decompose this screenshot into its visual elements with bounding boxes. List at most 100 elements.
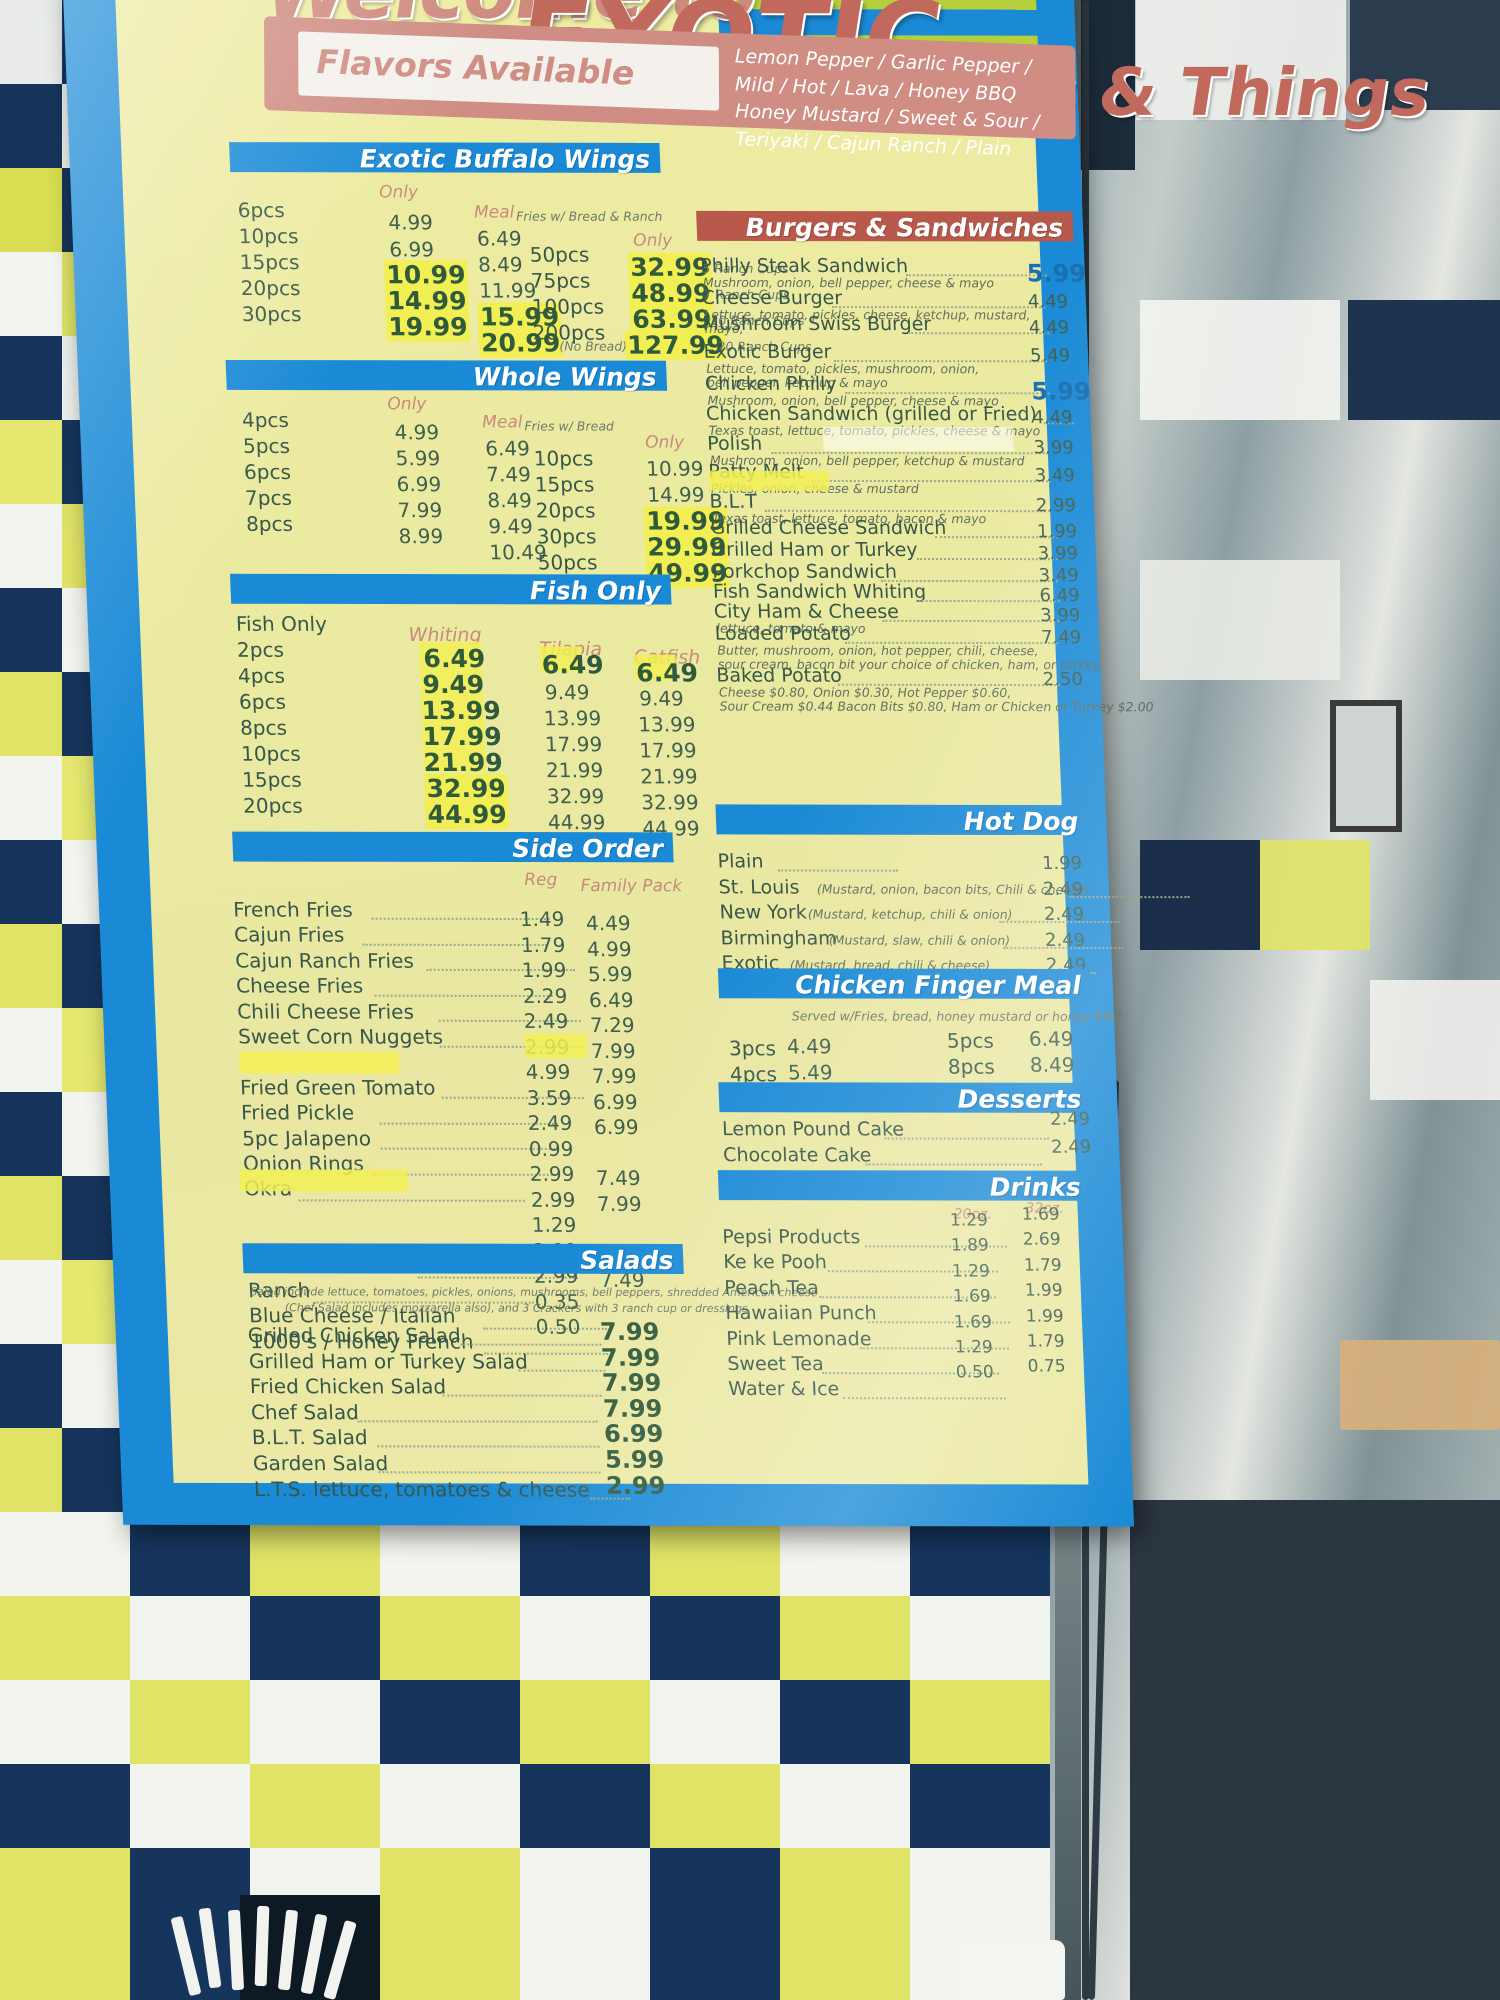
drink-32oz-6: 0.75 (1027, 1356, 1067, 1377)
burger-price-0: 5.99 (1026, 259, 1087, 288)
section-header-side-order: Side Order (232, 831, 674, 863)
leader-dots (842, 1397, 1006, 1400)
drink-20oz-3: 1.69 (952, 1286, 992, 1307)
fish-whiting-5: 32.99 (423, 773, 509, 804)
whole-only-2: 6.99 (396, 472, 442, 497)
section-header-salads: Salads (242, 1243, 684, 1275)
fish-catfish-1: 9.49 (638, 686, 685, 711)
cf-left-qty-0: 3pcs (728, 1036, 777, 1061)
section-title-hot-dog: Hot Dog (963, 806, 1079, 837)
section-header-hot-dog: Hot Dog (715, 804, 1089, 837)
fish-whiting-4: 21.99 (422, 747, 504, 778)
drink-20oz-5: 1.29 (954, 1337, 994, 1358)
side-family-10: 7.49 (595, 1165, 642, 1191)
hotdog-price-1: 2.49 (1042, 878, 1084, 900)
leader-dots (459, 1343, 602, 1346)
wall-tile-navy (1348, 300, 1500, 420)
hotdog-desc-3: (Mustard, slaw, chili & onion) (828, 932, 1011, 948)
leader-dots (377, 1445, 600, 1449)
burger-price-7: 3.49 (1034, 465, 1076, 487)
fish-whiting-6: 44.99 (425, 799, 510, 830)
drink-32oz-1: 2.69 (1022, 1230, 1062, 1251)
drink-32oz-2: 1.79 (1023, 1255, 1063, 1276)
wall-tile-navy-2 (1140, 840, 1260, 950)
salad-name-1: Grilled Ham or Turkey Salad (248, 1348, 529, 1374)
fish-catfish-0: 6.49 (635, 658, 699, 688)
hotdog-name-2: New York (719, 901, 808, 924)
wall-panel (1136, 0, 1346, 120)
cf-right-price-0: 6.49 (1028, 1026, 1074, 1051)
whole-bulk-price-0: 10.99 (645, 456, 704, 481)
fish-whiting-0: 6.49 (422, 644, 486, 674)
buffalo-qty-3: 20pcs (240, 276, 301, 301)
side-family-6: 7.99 (591, 1064, 638, 1089)
burger-price-11: 3.49 (1038, 565, 1080, 587)
salads-note-2: (Chef Salad includes mozzarella also), a… (284, 1301, 748, 1316)
hotdog-name-3: Birmingham (720, 927, 838, 950)
flavors-line-2: Honey Mustard / Sweet & Sour / Teriyaki … (735, 100, 1040, 160)
drink-name-2: Peach Tea (723, 1276, 820, 1299)
leader-dots (1069, 895, 1190, 898)
section-header-whole-wings: Whole Wings (225, 359, 668, 392)
burger-name-4: Chicken Philly (704, 372, 838, 395)
side-reg-16: 0.50 (535, 1314, 581, 1339)
wall-panel-dark (1350, 0, 1500, 110)
glare-patch (822, 426, 1014, 452)
burger-price-9: 1.99 (1036, 521, 1078, 543)
highlight-side-price-8 (524, 1033, 588, 1059)
fish-qty-4: 10pcs (240, 741, 302, 766)
fish-whiting-2: 13.99 (420, 696, 502, 726)
whole-meal-2: 8.49 (486, 488, 533, 513)
whole-qty-3: 7pcs (244, 485, 293, 510)
salad-price-1: 7.99 (600, 1343, 661, 1372)
drink-20oz-0: 1.29 (949, 1210, 989, 1231)
burger-name-6: Polish (706, 432, 763, 455)
cf-right-qty-1: 8pcs (947, 1054, 996, 1079)
leader-dots (884, 1137, 1049, 1140)
section-header-desserts: Desserts (718, 1082, 1092, 1114)
cf-right-qty-0: 5pcs (946, 1028, 995, 1053)
side-family-11: 7.99 (596, 1191, 643, 1216)
whole-bulk-price-1: 14.99 (646, 482, 705, 507)
fish-tilapia-0: 6.49 (541, 650, 605, 680)
hotdog-price-3: 2.49 (1044, 929, 1086, 951)
picture-frame (1330, 700, 1402, 832)
salad-price-3: 7.99 (602, 1394, 663, 1423)
dessert-name-0: Lemon Pound Cake (721, 1118, 905, 1141)
burger-name-12: Fish Sandwich Whiting (712, 580, 927, 603)
hotdog-desc-2: (Mustard, ketchup, chili & onion) (807, 906, 1013, 923)
section-header-drinks: Drinks (717, 1170, 1092, 1202)
side-family-0: 4.49 (585, 911, 632, 936)
salad-name-3: Chef Salad (250, 1399, 360, 1425)
side-name-2: Cajun Ranch Fries (234, 948, 415, 973)
salad-name-5: Garden Salad (252, 1451, 389, 1476)
salad-name-6: L.T.S. lettuce, tomatoes & cheese (253, 1476, 590, 1502)
section-title-burgers: Burgers & Sandwiches (745, 212, 1064, 243)
salad-price-4: 6.99 (603, 1420, 664, 1449)
buffalo-meal-note: Fries w/ Bread & Ranch (515, 208, 663, 224)
leader-dots (778, 869, 899, 872)
whole-meal-3: 9.49 (487, 514, 534, 539)
whole-bulk-only-label: Only (644, 432, 685, 453)
side-name-4: Chili Cheese Fries (236, 999, 415, 1024)
side-family-2: 5.99 (587, 962, 634, 987)
hotdog-price-2: 2.49 (1043, 904, 1085, 926)
side-name-7: Fried Green Tomato (239, 1075, 436, 1100)
side-reg-11: 2.99 (530, 1187, 576, 1212)
fish-tilapia-5: 32.99 (546, 784, 605, 809)
whole-bulk-qty-0: 10pcs (533, 446, 594, 471)
fish-catfish-4: 21.99 (639, 764, 699, 789)
buffalo-only-3: 14.99 (384, 286, 470, 316)
buffalo-bulk-qty-1: 75pcs (530, 268, 591, 293)
drink-32oz-4: 1.99 (1025, 1306, 1065, 1327)
side-reg-1: 1.79 (520, 932, 566, 957)
fish-catfish-3: 17.99 (638, 738, 698, 763)
whole-only-0: 4.99 (394, 420, 440, 445)
salad-name-2: Fried Chicken Salad (249, 1374, 447, 1399)
drink-name-3: Hawaiian Punch (724, 1302, 878, 1325)
buffalo-bulk-qty-3: 200pcs (532, 320, 606, 345)
wall-tile-yellow (1260, 840, 1370, 950)
side-name-8: Fried Pickle (240, 1100, 355, 1125)
drink-20oz-2: 1.29 (951, 1261, 991, 1282)
